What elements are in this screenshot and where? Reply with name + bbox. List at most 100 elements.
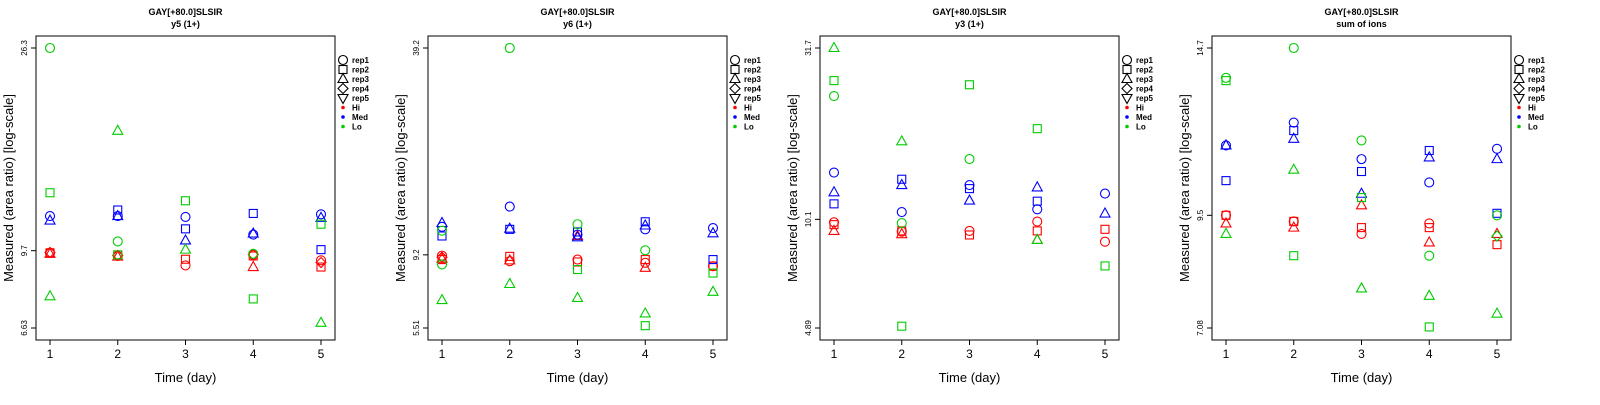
x-axis-label: Time (day) <box>155 370 217 385</box>
legend-label-lo: Lo <box>352 123 362 132</box>
legend-label-rep5: rep5 <box>1528 94 1545 103</box>
data-point-med <box>1220 138 1232 150</box>
y-axis-label: Measured (area ratio) [log-scale] <box>1177 94 1192 282</box>
data-point-med <box>1491 143 1503 154</box>
x-tick-label: 4 <box>250 347 257 361</box>
legend-marker <box>1125 115 1129 119</box>
legend-label-med: Med <box>744 113 760 122</box>
data-point-hi <box>180 254 191 264</box>
y-tick-label: 9.2 <box>412 249 421 261</box>
legend-label-rep5: rep5 <box>744 94 761 103</box>
data-point-hi <box>1032 216 1043 227</box>
legend-label-rep2: rep2 <box>1136 66 1153 75</box>
x-tick-label: 2 <box>114 347 121 361</box>
legend-label-rep3: rep3 <box>1528 75 1545 84</box>
data-point-med <box>897 174 907 184</box>
legend-marker <box>1122 64 1132 75</box>
legend-marker <box>1121 72 1133 84</box>
chart-panel-4: GAY[+80.0]SLSIR sum of ions 1 2 3 4 5 Time (day… <box>1177 7 1545 385</box>
data-point-med <box>503 222 516 233</box>
x-tick-label: 5 <box>1102 347 1109 361</box>
data-point-hi <box>640 255 650 265</box>
data-point-hi <box>1221 210 1231 220</box>
data-point-hi <box>436 251 448 263</box>
data-point-med <box>1288 117 1299 128</box>
y-tick-label: 10.1 <box>804 211 813 227</box>
data-point-med <box>1031 180 1044 192</box>
data-point-med <box>1099 206 1111 218</box>
data-point-med <box>247 226 260 238</box>
data-point-med <box>896 207 907 218</box>
data-point-med <box>1289 126 1299 136</box>
x-tick-label: 1 <box>1223 347 1230 361</box>
data-point-hi <box>572 257 583 267</box>
x-axis-label: Time (day) <box>1331 370 1393 385</box>
legend-label-rep1: rep1 <box>744 56 761 65</box>
legend-marker <box>337 72 349 84</box>
data-point-hi <box>1220 216 1232 228</box>
data-point-lo <box>1220 227 1232 238</box>
data-point-hi <box>316 262 326 272</box>
y-tick-label: 31.7 <box>804 40 813 56</box>
legend-marker <box>1517 124 1521 129</box>
legend-marker <box>1517 115 1521 119</box>
data-point-lo <box>1356 135 1367 146</box>
legend-label-rep4: rep4 <box>744 85 761 94</box>
legend-label-rep2: rep2 <box>1528 66 1545 75</box>
data-point-lo <box>708 268 718 278</box>
legend-marker <box>1513 54 1525 66</box>
data-point-hi <box>964 230 975 240</box>
data-point-hi <box>1099 236 1111 247</box>
data-point-hi <box>247 260 260 272</box>
data-point-lo <box>640 321 650 331</box>
data-point-med <box>828 167 840 178</box>
x-tick-label: 3 <box>1358 347 1365 361</box>
data-point-med <box>1099 188 1111 199</box>
chart-title: GAY[+80.0]SLSIR <box>149 7 223 17</box>
legend-marker <box>1513 72 1525 84</box>
data-point-med <box>639 218 652 230</box>
legend-marker <box>341 105 345 110</box>
data-point-lo <box>248 294 258 304</box>
plot-frame <box>819 35 1120 341</box>
data-point-lo <box>707 285 719 296</box>
plot-frame <box>35 35 336 341</box>
data-point-med <box>437 231 447 241</box>
legend-label-med: Med <box>352 113 368 122</box>
data-point-hi <box>828 224 840 235</box>
chart-subtitle: y5 (1+) <box>171 19 200 29</box>
data-point-lo <box>896 218 907 229</box>
x-tick-label: 4 <box>1034 347 1041 361</box>
data-point-med <box>1032 204 1043 215</box>
x-tick-label: 3 <box>966 347 973 361</box>
x-tick-label: 1 <box>47 347 54 361</box>
legend-marker <box>1121 54 1133 66</box>
data-point-hi <box>44 247 56 258</box>
data-point-lo <box>1289 251 1299 261</box>
legend-marker <box>729 93 741 105</box>
data-point-med <box>571 230 584 242</box>
chart-subtitle: sum of ions <box>1336 19 1387 29</box>
data-point-hi <box>1100 224 1110 234</box>
x-tick-label: 3 <box>182 347 189 361</box>
data-point-med <box>1491 152 1503 164</box>
data-point-hi <box>1289 216 1299 226</box>
data-point-hi <box>503 253 516 265</box>
data-point-lo <box>572 264 583 275</box>
data-point-lo <box>45 188 55 198</box>
x-tick-label: 2 <box>506 347 513 361</box>
data-point-lo <box>315 316 327 327</box>
data-point-lo <box>828 41 840 53</box>
data-point-med <box>1424 177 1435 188</box>
data-point-hi <box>1424 223 1434 233</box>
chart-panel-1: GAY[+80.0]SLSIR y5 (1+) 1 2 3 4 5 Time (day) 6.6… <box>1 7 369 385</box>
data-point-hi <box>895 227 908 239</box>
y-tick-label: 39.2 <box>412 40 421 56</box>
legend-marker <box>730 64 740 75</box>
x-tick-label: 5 <box>710 347 717 361</box>
data-point-med <box>44 211 56 222</box>
legend-label-lo: Lo <box>744 123 754 132</box>
data-point-med <box>113 205 123 215</box>
